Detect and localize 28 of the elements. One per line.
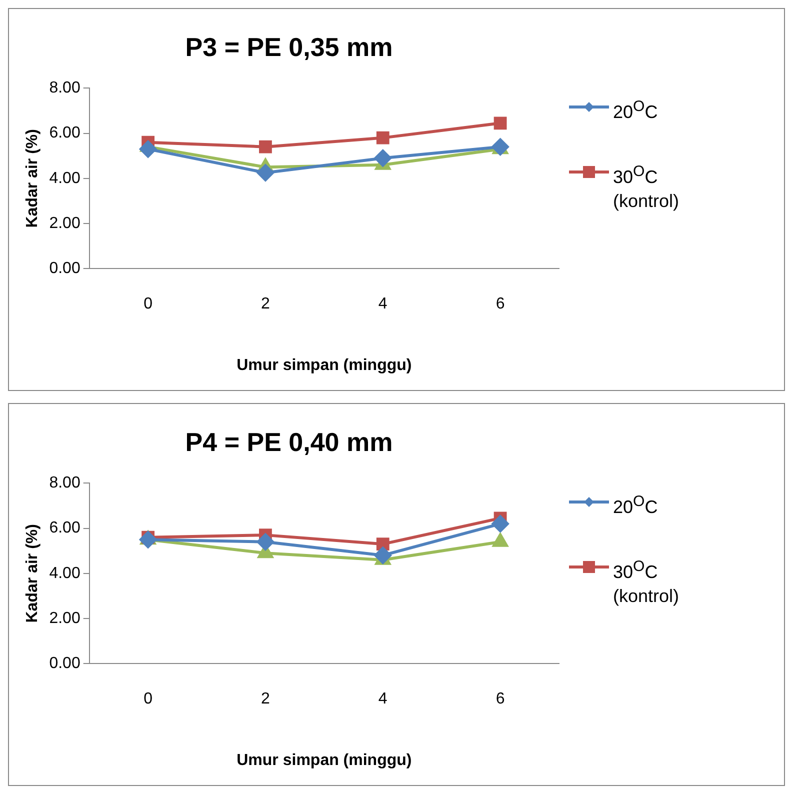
x-tick-label: 2 <box>261 690 270 708</box>
y-tick-label: 2.00 <box>49 214 80 232</box>
y-axis-title: Kadar air (%) <box>24 129 42 228</box>
y-tick-label: 8.00 <box>49 474 80 492</box>
y-tick-label: 0.00 <box>49 260 80 278</box>
x-tick-label: 2 <box>261 296 270 313</box>
y-tick-label: 4.00 <box>49 170 80 187</box>
y-tick-label: 4.00 <box>49 564 80 582</box>
legend-label: 30$^{O}$C (kontrol) <box>613 557 680 608</box>
x-tick-label: 0 <box>144 690 153 708</box>
x-tick-label: 4 <box>378 296 388 313</box>
y-axis-title: Kadar air (%) <box>24 524 42 623</box>
chart-title: P3 = PE 0,35 mm <box>185 32 393 62</box>
x-tick-label: 6 <box>496 690 505 708</box>
x-axis-title: Umur simpan (minggu) <box>236 356 412 374</box>
y-tick-label: 6.00 <box>49 124 80 142</box>
legend-label: 30$^{O}$C (kontrol) <box>613 162 680 213</box>
x-tick-label: 0 <box>144 296 153 313</box>
x-axis-title: Umur simpan (minggu) <box>236 752 412 769</box>
y-tick-label: 2.00 <box>49 610 80 627</box>
x-tick-label: 6 <box>496 296 505 313</box>
x-tick-label: 4 <box>378 690 388 708</box>
y-tick-label: 8.00 <box>49 80 80 97</box>
y-tick-label: 0.00 <box>49 655 80 672</box>
legend-label: 20$^{O}$C <box>613 97 659 124</box>
chart-title: P4 = PE 0,40 mm <box>185 426 393 457</box>
y-tick-label: 6.00 <box>49 520 80 537</box>
legend-label: 20$^{O}$C <box>613 492 659 519</box>
